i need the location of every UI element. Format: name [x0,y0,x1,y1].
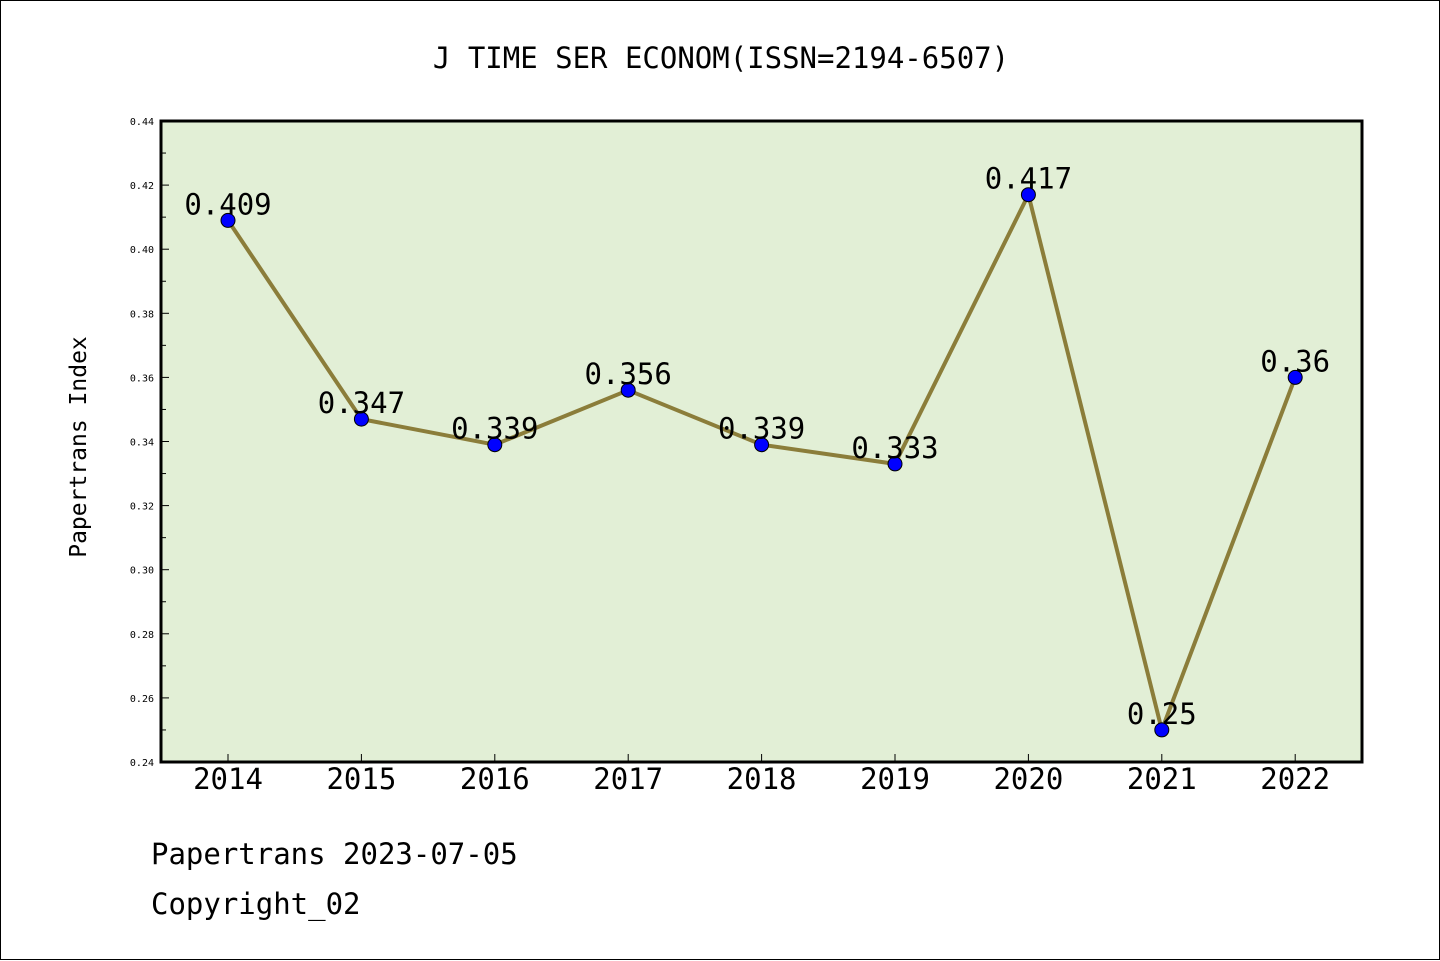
y-tick-label: 0.44 [130,117,154,128]
y-tick-label: 0.42 [130,181,154,192]
y-tick-label: 0.26 [130,694,154,705]
data-markers [220,187,1303,738]
footer-copyright: Copyright_02 [151,887,361,921]
data-point [487,437,503,453]
x-tick-label: 2019 [860,762,930,796]
data-labels: 0.409 0.347 0.339 0.356 0.339 0.333 0.417 0.25 0… [184,162,1330,731]
x-tick-label: 2015 [326,762,396,796]
data-label: 0.417 [985,162,1072,196]
x-tick-label: 2017 [593,762,663,796]
data-point [1287,369,1303,385]
x-tick-label: 2020 [993,762,1063,796]
plot-border [159,119,1364,764]
data-point [887,456,903,472]
data-label: 0.333 [851,431,938,465]
data-label: 0.36 [1260,344,1330,378]
y-tick-label: 0.40 [130,245,154,256]
chart-title: J TIME SER ECONOM(ISSN=2194-6507) [433,41,1009,75]
data-point [353,411,369,427]
y-tick-label: 0.34 [130,438,154,449]
data-point [620,382,636,398]
x-tick-label: 2014 [193,762,263,796]
y-tick-label: 0.24 [130,758,154,769]
y-tick-label: 0.32 [130,502,154,513]
y-tick-label: 0.38 [130,309,154,320]
x-tick-label: 2016 [460,762,530,796]
data-point [754,437,770,453]
x-tick-label: 2018 [727,762,797,796]
data-label: 0.356 [585,357,672,391]
x-axis: 2014 2015 2016 2017 2018 2019 2020 2021 2022 [193,754,1330,796]
footer-date: Papertrans 2023-07-05 [151,837,518,871]
y-tick-label: 0.30 [130,566,154,577]
data-label: 0.339 [451,412,538,446]
y-tick-label: 0.28 [130,630,154,641]
data-label: 0.347 [318,386,405,420]
x-tick-label: 2021 [1127,762,1197,796]
data-label: 0.339 [718,412,805,446]
data-point [1020,187,1036,203]
x-tick-label: 2022 [1260,762,1330,796]
data-point [220,212,236,228]
y-tick-label: 0.36 [130,373,154,384]
data-label: 0.25 [1127,697,1197,731]
data-label: 0.409 [184,187,271,221]
data-point [1154,722,1170,738]
y-axis-label: Papertrans Index [66,336,92,558]
